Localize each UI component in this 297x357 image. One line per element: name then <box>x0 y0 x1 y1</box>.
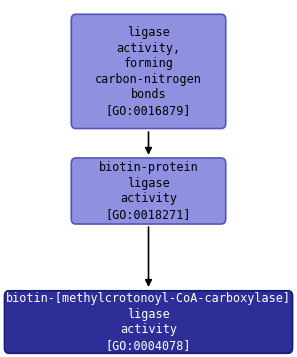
FancyBboxPatch shape <box>71 158 226 224</box>
FancyBboxPatch shape <box>71 14 226 129</box>
Text: ligase
activity,
forming
carbon-nitrogen
bonds
[GO:0016879]: ligase activity, forming carbon-nitrogen… <box>95 26 202 117</box>
FancyBboxPatch shape <box>4 291 293 353</box>
Text: biotin-[methylcrotonoyl-CoA-carboxylase]
ligase
activity
[GO:0004078]: biotin-[methylcrotonoyl-CoA-carboxylase]… <box>6 292 291 352</box>
Text: biotin-protein
ligase
activity
[GO:0018271]: biotin-protein ligase activity [GO:00182… <box>99 161 198 221</box>
